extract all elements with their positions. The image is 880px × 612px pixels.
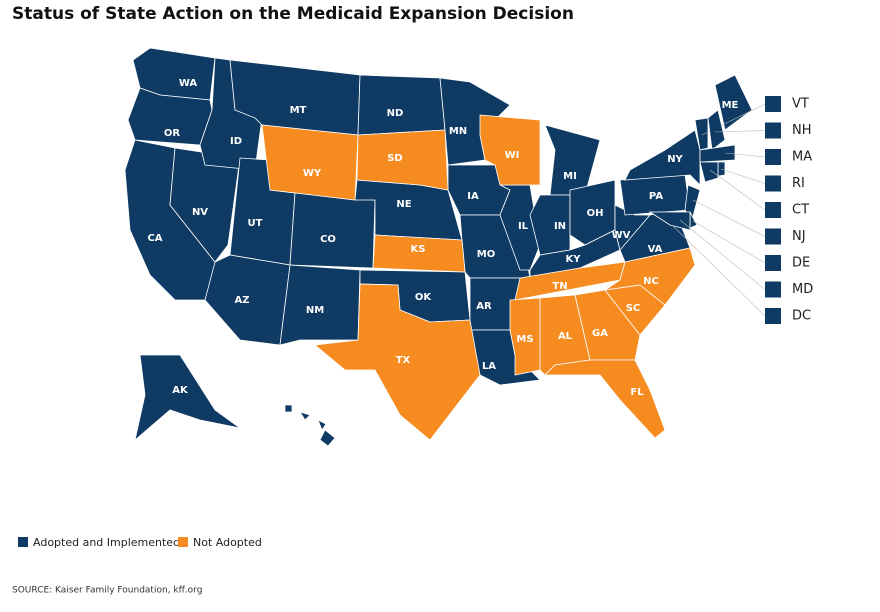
- state-shape: [699, 161, 719, 183]
- state-shape: [289, 192, 376, 269]
- state-label: OK: [415, 292, 433, 303]
- callout-box: [765, 122, 781, 139]
- state-shape: [604, 247, 696, 306]
- state-shape: [479, 114, 541, 186]
- state-label: PA: [649, 191, 663, 202]
- state-label: CA: [147, 233, 162, 244]
- state-label: ND: [387, 108, 404, 119]
- state-shape: [574, 289, 641, 361]
- state-label: IN: [554, 221, 566, 232]
- state-shape: [356, 129, 449, 191]
- title: Status of State Action on the Medicaid E…: [12, 4, 574, 24]
- state-label: OH: [587, 208, 604, 219]
- state-label: HI: [286, 428, 298, 439]
- state-shape: [372, 234, 466, 273]
- state-label: SC: [626, 303, 641, 314]
- callout-box: [765, 202, 781, 218]
- state-shape: [624, 129, 701, 186]
- state-label: NM: [306, 305, 324, 316]
- state-label: WV: [612, 230, 631, 241]
- state-label: MT: [290, 105, 307, 116]
- state-label: VA: [648, 244, 663, 255]
- callout-box: [765, 228, 781, 245]
- state-label: AL: [558, 331, 573, 342]
- state-label: RI: [792, 176, 805, 191]
- state-label: UT: [248, 218, 263, 229]
- state-label: CO: [320, 234, 336, 245]
- state-label: TX: [396, 355, 411, 366]
- callout-line: [679, 219, 766, 290]
- state-shape: [699, 144, 736, 163]
- legend-swatch: [178, 537, 188, 547]
- state-label: NY: [667, 154, 683, 165]
- state-shape: [134, 354, 241, 442]
- states: [124, 47, 781, 447]
- state-label: VT: [792, 97, 809, 112]
- state-shape: [261, 124, 359, 201]
- callout-line: [714, 130, 766, 133]
- callout-box: [765, 308, 781, 324]
- state-shape: [499, 184, 541, 271]
- legend-label: Adopted and Implemented: [33, 536, 180, 549]
- state-shape: [694, 117, 709, 151]
- source: SOURCE: Kaiser Family Foundation, kff.or…: [12, 586, 202, 596]
- state-label: WY: [303, 168, 322, 179]
- callout-line: [692, 199, 766, 237]
- state-label: MA: [792, 150, 812, 165]
- state-label: NH: [792, 123, 812, 138]
- state-label: MS: [516, 334, 533, 345]
- callout-box: [765, 96, 781, 112]
- state-label: ID: [230, 136, 242, 147]
- callout-line: [720, 168, 766, 184]
- state-label: FL: [630, 387, 644, 398]
- state-labels: WA OR CA NV ID MT UT AZ CO NM ND NE OK MN IA MO AR LA IL MI…: [147, 78, 813, 439]
- state-label: OR: [164, 128, 181, 139]
- state-label: KS: [411, 244, 426, 255]
- state-label: DE: [792, 256, 810, 271]
- state-label: ME: [722, 100, 739, 111]
- state-label: NC: [643, 276, 659, 287]
- state-label: SD: [387, 153, 403, 164]
- state-label: MO: [477, 249, 495, 260]
- state-label: TN: [552, 281, 567, 292]
- state-shape: [284, 404, 336, 447]
- state-label: MI: [563, 171, 577, 182]
- state-label: AK: [172, 385, 189, 396]
- state-label: IL: [518, 221, 529, 232]
- state-shape: [714, 74, 753, 131]
- state-label: WI: [505, 150, 520, 161]
- state-label: AZ: [235, 295, 250, 306]
- callout-line: [692, 220, 766, 264]
- callout-line: [724, 152, 766, 158]
- state-label: AR: [476, 301, 492, 312]
- callout-line: [709, 169, 766, 211]
- state-label: WA: [179, 78, 198, 89]
- state-label: GA: [592, 328, 608, 339]
- callout-box: [765, 281, 781, 298]
- state-label: CT: [792, 203, 809, 218]
- legend-label: Not Adopted: [193, 536, 262, 549]
- state-shape: [707, 109, 726, 151]
- state-shape: [544, 124, 601, 196]
- state-shape: [357, 74, 446, 136]
- state-label: IA: [467, 191, 479, 202]
- state-shape: [544, 359, 666, 439]
- state-shape: [648, 211, 691, 231]
- state-label: KY: [566, 254, 582, 265]
- callout-box: [765, 175, 781, 192]
- state-shape: [279, 264, 361, 346]
- callout-line: [671, 224, 766, 317]
- callout-box: [765, 149, 781, 165]
- state-label: NE: [396, 199, 411, 210]
- state-label: MD: [792, 282, 813, 297]
- state-label: LA: [482, 361, 496, 372]
- legend-swatch: [18, 537, 28, 547]
- state-shape: [314, 283, 481, 441]
- state-label: MN: [449, 126, 467, 137]
- callout-box: [765, 255, 781, 271]
- state-label: NV: [192, 207, 208, 218]
- state-label: NJ: [792, 229, 806, 244]
- state-label: DC: [792, 309, 811, 324]
